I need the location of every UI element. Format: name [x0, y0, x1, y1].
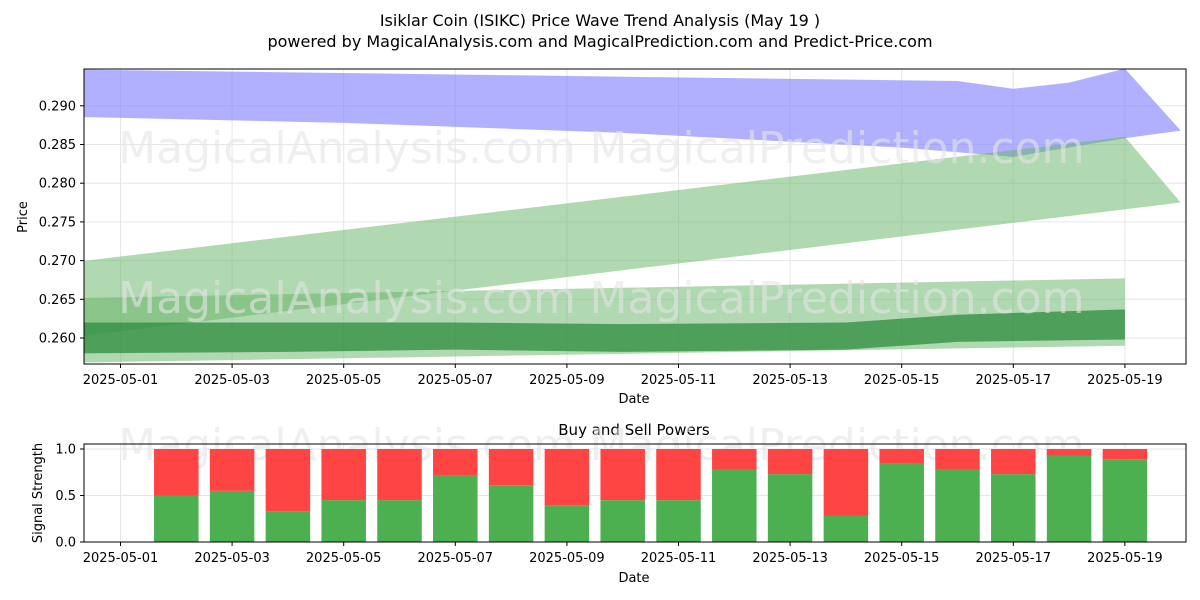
x-tick-label: 2025-05-03: [194, 551, 270, 566]
sell-bar: [991, 449, 1036, 475]
buy-bar: [321, 500, 366, 542]
buy-bar: [823, 515, 869, 542]
x-tick-label: 2025-05-01: [83, 373, 159, 388]
buy-bar: [712, 469, 757, 542]
x-tick-label: 2025-05-19: [1087, 373, 1163, 388]
y-tick-label: 0.270: [39, 254, 76, 269]
x-tick-label: 2025-05-05: [306, 551, 382, 566]
x-tick-label: 2025-05-05: [306, 373, 382, 388]
x-tick-label: 2025-05-19: [1087, 551, 1163, 566]
trend-band-green: [84, 136, 1181, 336]
y-tick-label: 0.260: [39, 332, 76, 347]
signal-x-ticks: 2025-05-01 2025-05-03 2025-05-05 2025-05-07…: [83, 542, 1163, 566]
x-tick-label: 2025-05-03: [194, 373, 270, 388]
buy-bar: [935, 469, 980, 542]
signal-y-ticks: 0.0 0.5 1.0: [55, 443, 84, 551]
sell-bar: [321, 449, 366, 501]
x-tick-label: 2025-05-07: [418, 373, 494, 388]
price-watermarks: MagicalAnalysis.com MagicalPrediction.co…: [118, 123, 1084, 324]
y-tick-label: 0.290: [39, 99, 76, 114]
x-tick-label: 2025-05-17: [976, 373, 1052, 388]
sell-bar: [1046, 449, 1092, 456]
signal-panel: Buy and Sell Powers MagicalAnalysis.com …: [31, 420, 1187, 586]
sell-bar: [377, 449, 422, 501]
x-tick-label: 2025-05-15: [864, 373, 940, 388]
x-tick-label: 2025-05-17: [976, 551, 1052, 566]
price-panel: MagicalAnalysis.com MagicalPrediction.co…: [16, 68, 1187, 407]
buy-bar: [488, 485, 534, 542]
watermark-analysis: MagicalAnalysis.com: [118, 123, 576, 174]
y-tick-label: 1.0: [55, 443, 76, 458]
x-tick-label: 2025-05-01: [83, 551, 159, 566]
price-x-axis-label: Date: [618, 392, 649, 407]
trend-band-blue: [84, 69, 1181, 157]
sell-bar: [656, 449, 701, 501]
sell-bar: [488, 449, 534, 486]
chart-subtitle: powered by MagicalAnalysis.com and Magic…: [267, 32, 932, 51]
buy-bar: [656, 500, 701, 542]
sell-bar: [823, 449, 869, 516]
sell-bar: [209, 449, 255, 491]
sell-bar: [265, 449, 311, 512]
y-tick-label: 0.0: [55, 536, 76, 551]
chart-title: Isiklar Coin (ISIKC) Price Wave Trend An…: [380, 11, 820, 30]
y-tick-label: 0.5: [55, 489, 76, 504]
buy-bar: [209, 490, 255, 542]
sell-bar: [544, 449, 590, 506]
x-tick-label: 2025-05-09: [529, 373, 605, 388]
y-tick-label: 0.285: [39, 138, 76, 153]
watermark-analysis: MagicalAnalysis.com: [118, 273, 576, 324]
signal-bars: [154, 449, 1148, 542]
price-bands: [84, 69, 1181, 363]
price-y-ticks: 0.260 0.265 0.270 0.275 0.280 0.285 0.290: [39, 99, 84, 347]
price-plot-frame: [83, 68, 1187, 365]
signal-y-axis-label: Signal Strength: [31, 443, 46, 543]
x-tick-label: 2025-05-15: [864, 551, 940, 566]
sell-bar: [935, 449, 980, 470]
buy-bar: [1046, 455, 1092, 542]
y-tick-label: 0.280: [39, 177, 76, 192]
buy-bar: [1102, 459, 1148, 542]
buy-bar: [154, 495, 199, 542]
x-tick-label: 2025-05-13: [752, 373, 828, 388]
price-y-axis-label: Price: [16, 201, 31, 233]
sell-bar: [433, 449, 478, 476]
sell-bar: [154, 449, 199, 496]
buy-bar: [265, 511, 311, 542]
signal-chart-title: Buy and Sell Powers: [558, 421, 710, 439]
sell-bar: [712, 449, 757, 470]
y-tick-label: 0.265: [39, 293, 76, 308]
buy-bar: [767, 474, 813, 542]
buy-bar: [433, 475, 478, 542]
sell-bar: [767, 449, 813, 475]
watermark-prediction: MagicalPrediction.com: [590, 273, 1085, 324]
x-tick-label: 2025-05-09: [529, 551, 605, 566]
watermark-prediction: MagicalPrediction.com: [590, 123, 1085, 174]
signal-plot-frame: [83, 443, 1187, 543]
buy-bar: [544, 505, 590, 542]
y-tick-label: 0.275: [39, 215, 76, 230]
x-tick-label: 2025-05-11: [641, 373, 717, 388]
buy-bar: [377, 500, 422, 542]
sell-bar: [1102, 449, 1148, 460]
buy-bar: [879, 463, 924, 542]
x-tick-label: 2025-05-13: [752, 551, 828, 566]
x-tick-label: 2025-05-11: [641, 551, 717, 566]
buy-bar: [991, 474, 1036, 542]
trend-band-green-dark: [84, 309, 1125, 354]
price-x-ticks: 2025-05-01 2025-05-03 2025-05-05 2025-05-07…: [83, 364, 1163, 388]
x-tick-label: 2025-05-07: [418, 551, 494, 566]
buy-bar: [600, 500, 645, 542]
signal-x-axis-label: Date: [618, 571, 649, 586]
sell-bar: [600, 449, 645, 501]
sell-bar: [879, 449, 924, 464]
